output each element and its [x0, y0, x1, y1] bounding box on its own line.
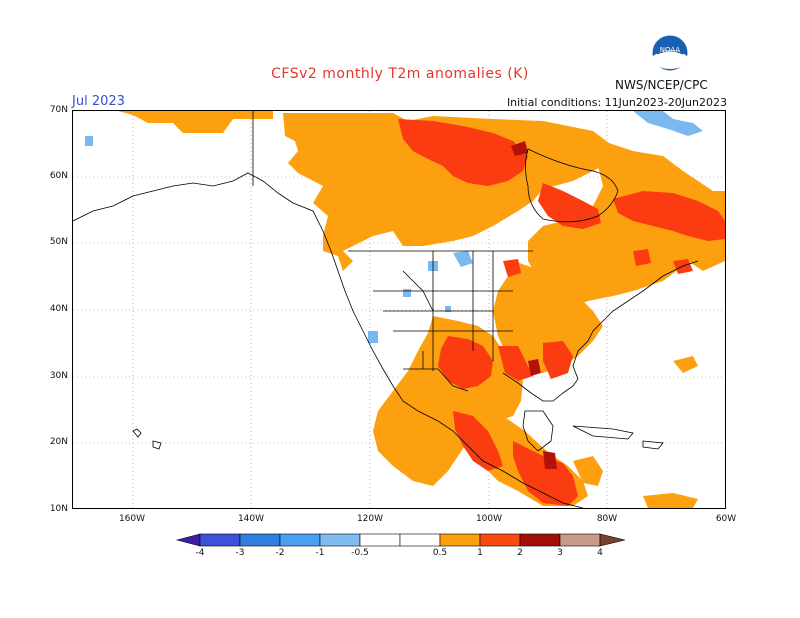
colorbar-label: 1 [477, 548, 483, 558]
lon-label-80w: 80W [596, 514, 618, 524]
anomaly-warm-2-3 [511, 141, 557, 469]
colorbar [0, 530, 800, 570]
agency-label: NWS/NCEP/CPC [615, 78, 708, 92]
colorbar-label: -0.5 [351, 548, 369, 558]
lon-label-140w: 140W [237, 514, 265, 524]
anomaly-warm-1-2 [398, 119, 725, 506]
colorbar-label: 2 [517, 548, 523, 558]
colorbar-label: -1 [315, 548, 325, 558]
forecast-month: Jul 2023 [72, 94, 125, 109]
lon-label-60w: 60W [715, 514, 737, 524]
lat-label-20n: 20N [49, 437, 68, 447]
colorbar-label: 0.5 [432, 548, 448, 558]
lat-label-30n: 30N [49, 371, 68, 381]
lat-label-60n: 60N [49, 171, 68, 181]
lat-label-10n: 10N [49, 504, 68, 514]
lon-label-100w: 100W [475, 514, 503, 524]
noaa-logo: NOAA [651, 34, 689, 72]
anomaly-cool [85, 111, 703, 343]
lon-label-160w: 160W [118, 514, 146, 524]
lat-label-50n: 50N [49, 237, 68, 247]
colorbar-label: 4 [597, 548, 603, 558]
colorbar-label: 3 [557, 548, 563, 558]
gridlines [73, 111, 725, 508]
logo-text: NOAA [660, 46, 681, 54]
lat-label-40n: 40N [49, 304, 68, 314]
colorbar-label: -2 [275, 548, 285, 558]
lon-label-120w: 120W [356, 514, 384, 524]
colorbar-label: -3 [235, 548, 245, 558]
anomaly-map [72, 110, 726, 509]
map-title: CFSv2 monthly T2m anomalies (K) [271, 66, 529, 82]
lat-label-70n: 70N [49, 105, 68, 115]
anomaly-warm-05-1 [118, 111, 725, 508]
colorbar-label: -4 [195, 548, 205, 558]
initial-conditions: Initial conditions: 11Jun2023-20Jun2023 [506, 96, 727, 109]
coastlines [73, 111, 699, 508]
